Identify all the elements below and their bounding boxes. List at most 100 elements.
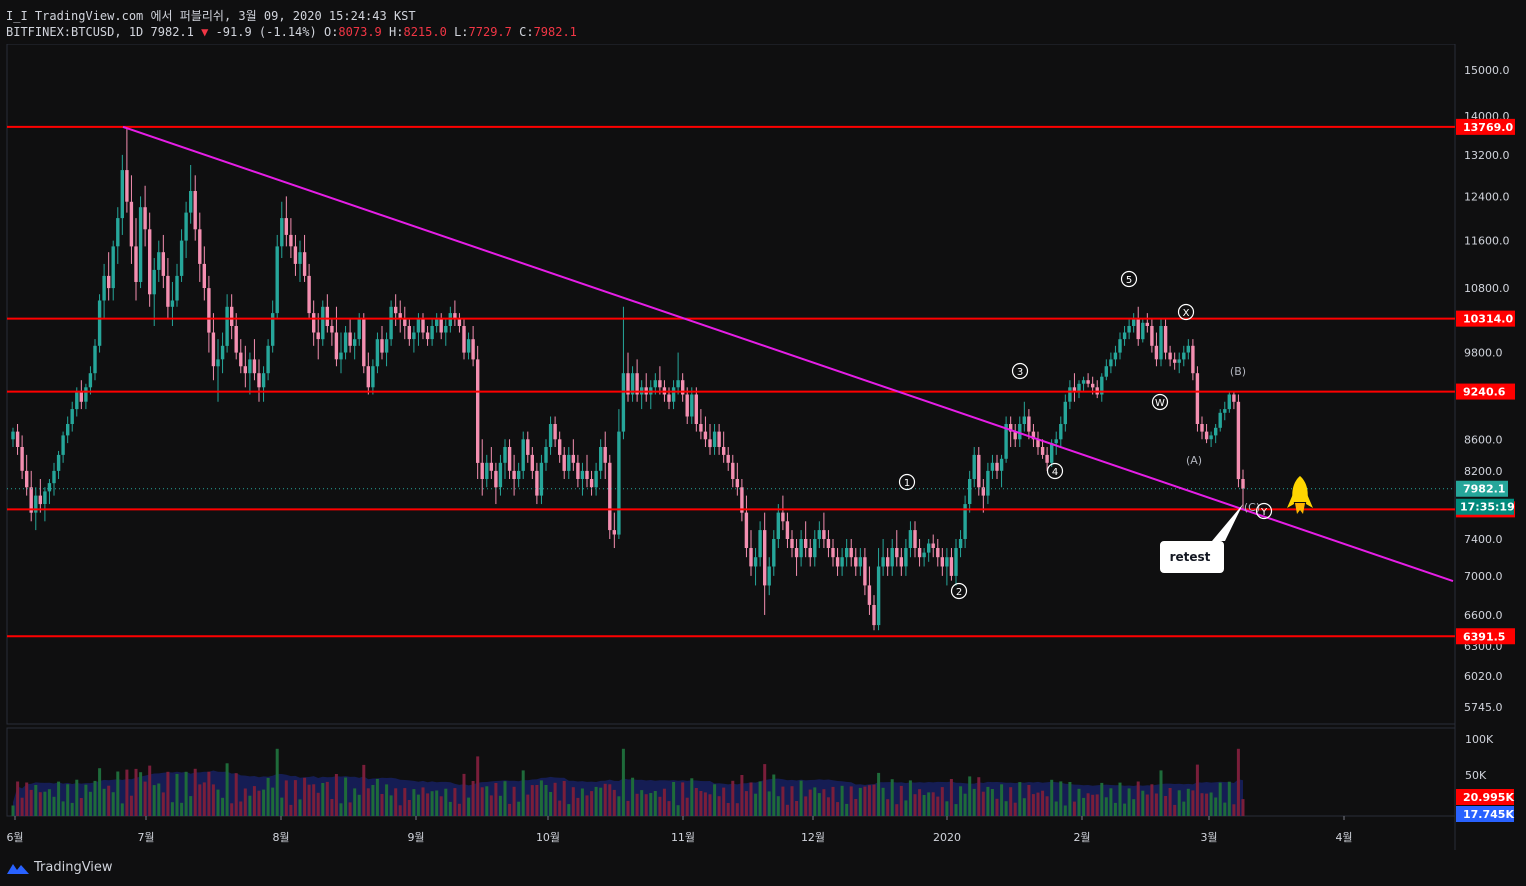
candle-body <box>817 530 821 539</box>
volume-bar <box>1127 788 1131 816</box>
volume-bar <box>562 781 566 816</box>
volume-bar <box>79 798 83 816</box>
countdown-badge <box>1456 498 1514 515</box>
candle-body <box>881 557 885 567</box>
candle-body <box>594 470 598 488</box>
candle-body <box>1177 359 1181 363</box>
chart-area[interactable]: 1 2 3 4 5 X W (A) (B) (C) Y 15000.0 14000.0 13200.0 1… <box>0 43 1526 850</box>
volume-bar <box>899 785 903 816</box>
current-price-badge <box>1456 480 1508 497</box>
volume-bar <box>708 794 712 816</box>
volume-bar <box>1145 794 1149 816</box>
candle-body <box>576 462 580 479</box>
candle-body <box>88 373 93 388</box>
wave-label-circle <box>950 582 968 600</box>
candle-body <box>453 313 457 320</box>
volume-bar <box>143 781 147 816</box>
volume-bar <box>444 788 448 816</box>
candle-body <box>799 539 803 558</box>
candle-body <box>981 487 985 496</box>
candle-body <box>548 424 553 447</box>
price-axis-tick: 5745.0 <box>1464 701 1503 714</box>
candle-body <box>166 275 170 307</box>
wave-label-circle <box>1120 270 1138 288</box>
price-axis-tick: 11600.0 <box>1464 235 1510 248</box>
volume-bar <box>972 788 976 816</box>
rocket-fin <box>1287 494 1313 508</box>
volume-bar <box>29 789 33 816</box>
candle-body <box>348 332 352 346</box>
volume-bar <box>1013 802 1017 816</box>
candle-body <box>1118 339 1122 353</box>
volume-bar <box>467 797 471 816</box>
candle-body <box>175 275 179 301</box>
volume-bar <box>271 787 275 816</box>
candle-body <box>494 470 498 488</box>
volume-bar <box>767 791 771 816</box>
candle-body <box>722 447 726 455</box>
candle-body <box>690 394 694 417</box>
candle-body <box>1100 376 1104 395</box>
volume-bar <box>854 799 858 816</box>
candle-body <box>1214 427 1218 436</box>
candle-body <box>986 470 990 496</box>
candle-body <box>25 470 29 488</box>
volume-bar <box>785 804 789 816</box>
candle-body <box>375 339 380 367</box>
price-change: -91.9 (-1.14%) <box>215 25 317 39</box>
volume-bar <box>1063 805 1067 816</box>
candle-body <box>963 504 967 539</box>
candle-body <box>66 424 70 436</box>
volume-bar <box>462 773 466 816</box>
volume-bar <box>1214 797 1218 816</box>
candle-body <box>917 548 922 558</box>
candle-body <box>170 300 175 307</box>
candle-body <box>239 352 243 367</box>
volume-bar <box>813 787 817 816</box>
volume-bar <box>498 795 502 816</box>
candle-body <box>767 566 771 586</box>
wave-label-8: (A) <box>1186 454 1202 467</box>
candle-body <box>284 218 288 235</box>
volume-bar <box>416 794 420 816</box>
candle-body <box>1072 387 1077 391</box>
candle-body <box>753 557 758 567</box>
volume-axis-tick: 100K <box>1465 733 1494 746</box>
volume-bar <box>316 792 320 816</box>
volume-bar <box>1141 790 1145 816</box>
wave-label-4: 4 <box>1052 467 1058 478</box>
candle-body <box>562 454 566 471</box>
volume-bar <box>1018 782 1022 816</box>
volume-bar <box>239 801 243 816</box>
candle-body <box>1132 319 1136 326</box>
volume-bar <box>676 805 680 816</box>
candle-body <box>599 447 603 471</box>
candle-body <box>148 229 152 295</box>
candle-body <box>521 439 525 471</box>
volume-bar <box>949 779 953 816</box>
candle-body <box>1209 435 1213 440</box>
volume-bar <box>858 787 862 816</box>
candle-body <box>1031 431 1036 440</box>
volume-bar <box>881 787 885 816</box>
volume-bar <box>266 777 270 816</box>
candle-body <box>526 439 530 455</box>
volume-bar <box>385 784 389 816</box>
volume-bar <box>735 803 739 816</box>
volume-bar <box>694 788 698 816</box>
candle-body <box>927 543 931 553</box>
candle-body <box>457 319 462 326</box>
candle-body <box>230 306 234 326</box>
volume-bar <box>312 784 316 816</box>
candle-body <box>357 319 361 340</box>
volume-bar <box>530 785 534 816</box>
candle-body <box>1022 416 1026 424</box>
candle-body <box>321 306 325 340</box>
volume-bar <box>576 797 580 816</box>
symbol-info-line: BITFINEX:BTCUSD, 1D 7982.1 ▼ -91.9 (-1.1… <box>6 25 577 39</box>
volume-bar <box>626 800 630 816</box>
candle-body <box>1136 319 1140 340</box>
volume-bar <box>275 748 279 816</box>
volume-bar <box>931 792 935 816</box>
